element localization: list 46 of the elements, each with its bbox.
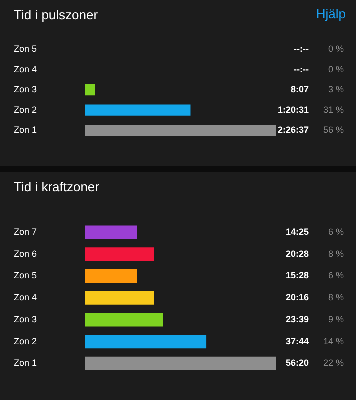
text: 8:07 <box>290 84 309 95</box>
bar <box>85 248 154 262</box>
bar <box>85 226 138 240</box>
y-tick-label: Zon 1 <box>14 358 38 368</box>
text: 1:20:31 <box>278 104 309 115</box>
y-tick-label: Zon 1 <box>14 124 38 135</box>
y-tick-label: Zon 3 <box>14 314 38 324</box>
bar <box>85 269 138 284</box>
y-tick-label: Zon 4 <box>14 292 38 303</box>
data-label: 22 % <box>323 358 344 368</box>
data-label: 3 % <box>328 84 344 95</box>
bar <box>85 335 207 349</box>
y-tick-label: Zon 5 <box>14 270 38 281</box>
data-label: 9 % <box>328 314 344 324</box>
y-tick-label: Zon 2 <box>14 336 38 346</box>
text: 23:39 <box>286 314 309 324</box>
chart-title: Tid i kraftzoner <box>14 179 100 194</box>
text: 15:28 <box>286 270 309 281</box>
y-tick-label: Zon 7 <box>14 227 38 238</box>
text: --:-- <box>294 64 309 74</box>
data-label: 0 % <box>328 64 344 74</box>
bar <box>85 313 164 327</box>
text: 37:44 <box>286 336 309 346</box>
text: Hjälp <box>316 6 346 22</box>
data-label: 6 % <box>328 227 344 238</box>
text: --:-- <box>294 44 309 54</box>
y-tick-label: Zon 5 <box>14 44 38 54</box>
y-tick-label: Zon 3 <box>14 84 38 95</box>
data-label: 31 % <box>323 104 344 115</box>
text: 20:28 <box>286 248 309 259</box>
data-label: 14 % <box>323 336 344 346</box>
data-label: 56 % <box>323 124 344 135</box>
text: 56:20 <box>286 358 309 368</box>
data-label: 6 % <box>328 270 344 281</box>
chart-title: Tid i pulszoner <box>14 7 99 22</box>
bar <box>85 356 276 370</box>
y-tick-label: Zon 2 <box>14 104 38 115</box>
text: 20:16 <box>286 292 309 303</box>
text: 14:25 <box>286 227 309 238</box>
data-label: 0 % <box>328 44 344 54</box>
y-tick-label: Zon 4 <box>14 64 38 74</box>
bar <box>85 291 154 305</box>
data-label: 8 % <box>328 292 344 303</box>
text: 2:26:37 <box>278 124 309 135</box>
y-tick-label: Zon 6 <box>14 248 38 259</box>
data-label: 8 % <box>328 248 344 259</box>
